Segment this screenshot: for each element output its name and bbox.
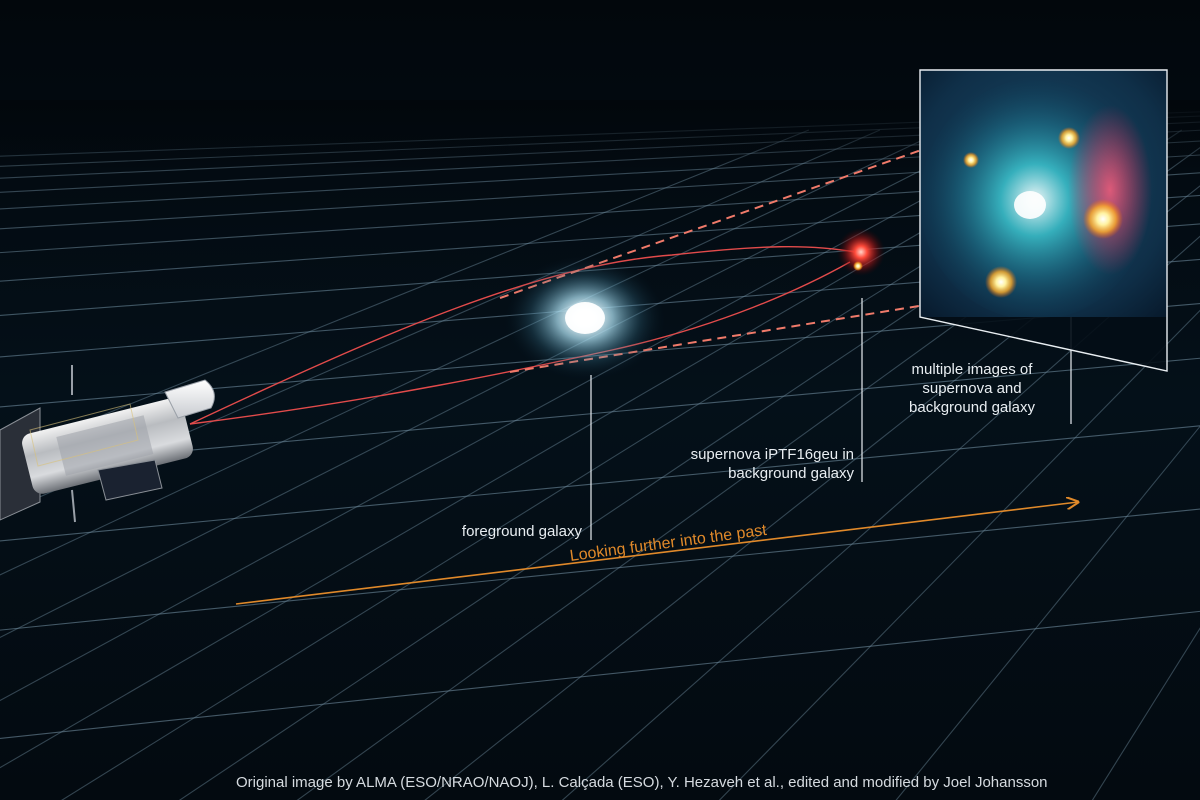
- supernova-background-galaxy-icon: [837, 228, 885, 276]
- projection-line-lower: [509, 304, 926, 373]
- lensed-images-inset: [919, 69, 1168, 372]
- label-supernova-line-1: supernova iPTF16geu in: [690, 446, 854, 463]
- hubble-telescope-icon: [0, 365, 215, 523]
- label-multiple-images: multiple images of supernova and backgro…: [880, 360, 1064, 417]
- label-multiple-line-3: background galaxy: [909, 399, 1035, 416]
- label-foreground-galaxy: foreground galaxy: [404, 522, 582, 541]
- image-credit: Original image by ALMA (ESO/NRAO/NAOJ), …: [236, 774, 1048, 791]
- foreground-galaxy-icon: [505, 256, 665, 380]
- time-arrow: [235, 502, 1078, 605]
- label-supernova-line-2: background galaxy: [728, 465, 854, 482]
- label-multiple-line-2: supernova and: [922, 380, 1022, 397]
- label-supernova: supernova iPTF16geu in background galaxy: [620, 445, 854, 483]
- projection-line-upper: [499, 122, 999, 299]
- label-foreground-text: foreground galaxy: [461, 523, 582, 540]
- label-multiple-line-1: multiple images of: [911, 361, 1033, 378]
